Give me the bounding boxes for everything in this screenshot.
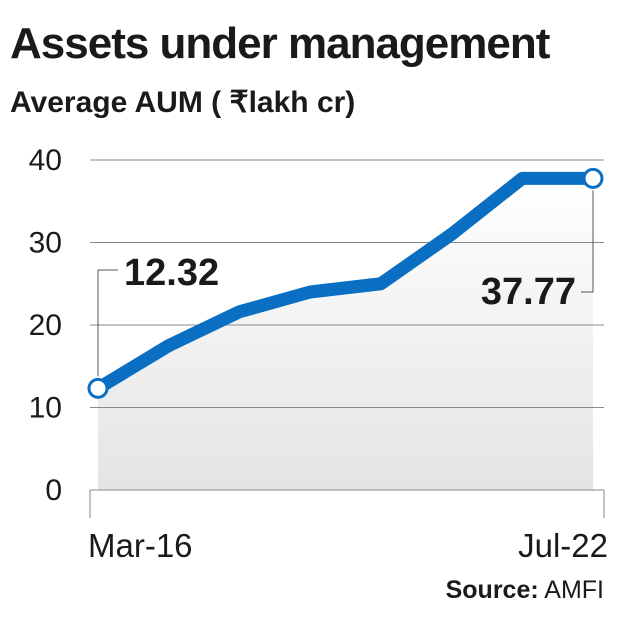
area-fill xyxy=(98,178,593,490)
source-value: AMFI xyxy=(544,576,604,604)
data-label-start: 12.32 xyxy=(124,252,219,294)
y-tick-label-0: 0 xyxy=(45,474,62,507)
annotation-leader-start xyxy=(97,269,118,377)
y-tick-label-20: 20 xyxy=(29,309,62,342)
data-label-end: 37.77 xyxy=(481,271,576,313)
series-line xyxy=(91,171,600,395)
end-point-marker xyxy=(582,167,604,189)
start-point-marker xyxy=(87,377,109,399)
x-tick-label-end: Jul-22 xyxy=(518,527,608,564)
chart-subtitle: Average AUM ( ₹lakh cr) xyxy=(10,86,356,119)
annotation-leader-end xyxy=(581,190,594,293)
y-tick-label-30: 30 xyxy=(29,227,62,260)
source-note: Source: AMFI xyxy=(446,578,604,603)
x-tick-label-start: Mar-16 xyxy=(88,527,193,564)
y-tick-label-40: 40 xyxy=(29,144,62,177)
y-tick-label-10: 10 xyxy=(29,392,62,425)
chart-title: Assets under management xyxy=(10,19,550,68)
source-label: Source: xyxy=(445,576,539,604)
